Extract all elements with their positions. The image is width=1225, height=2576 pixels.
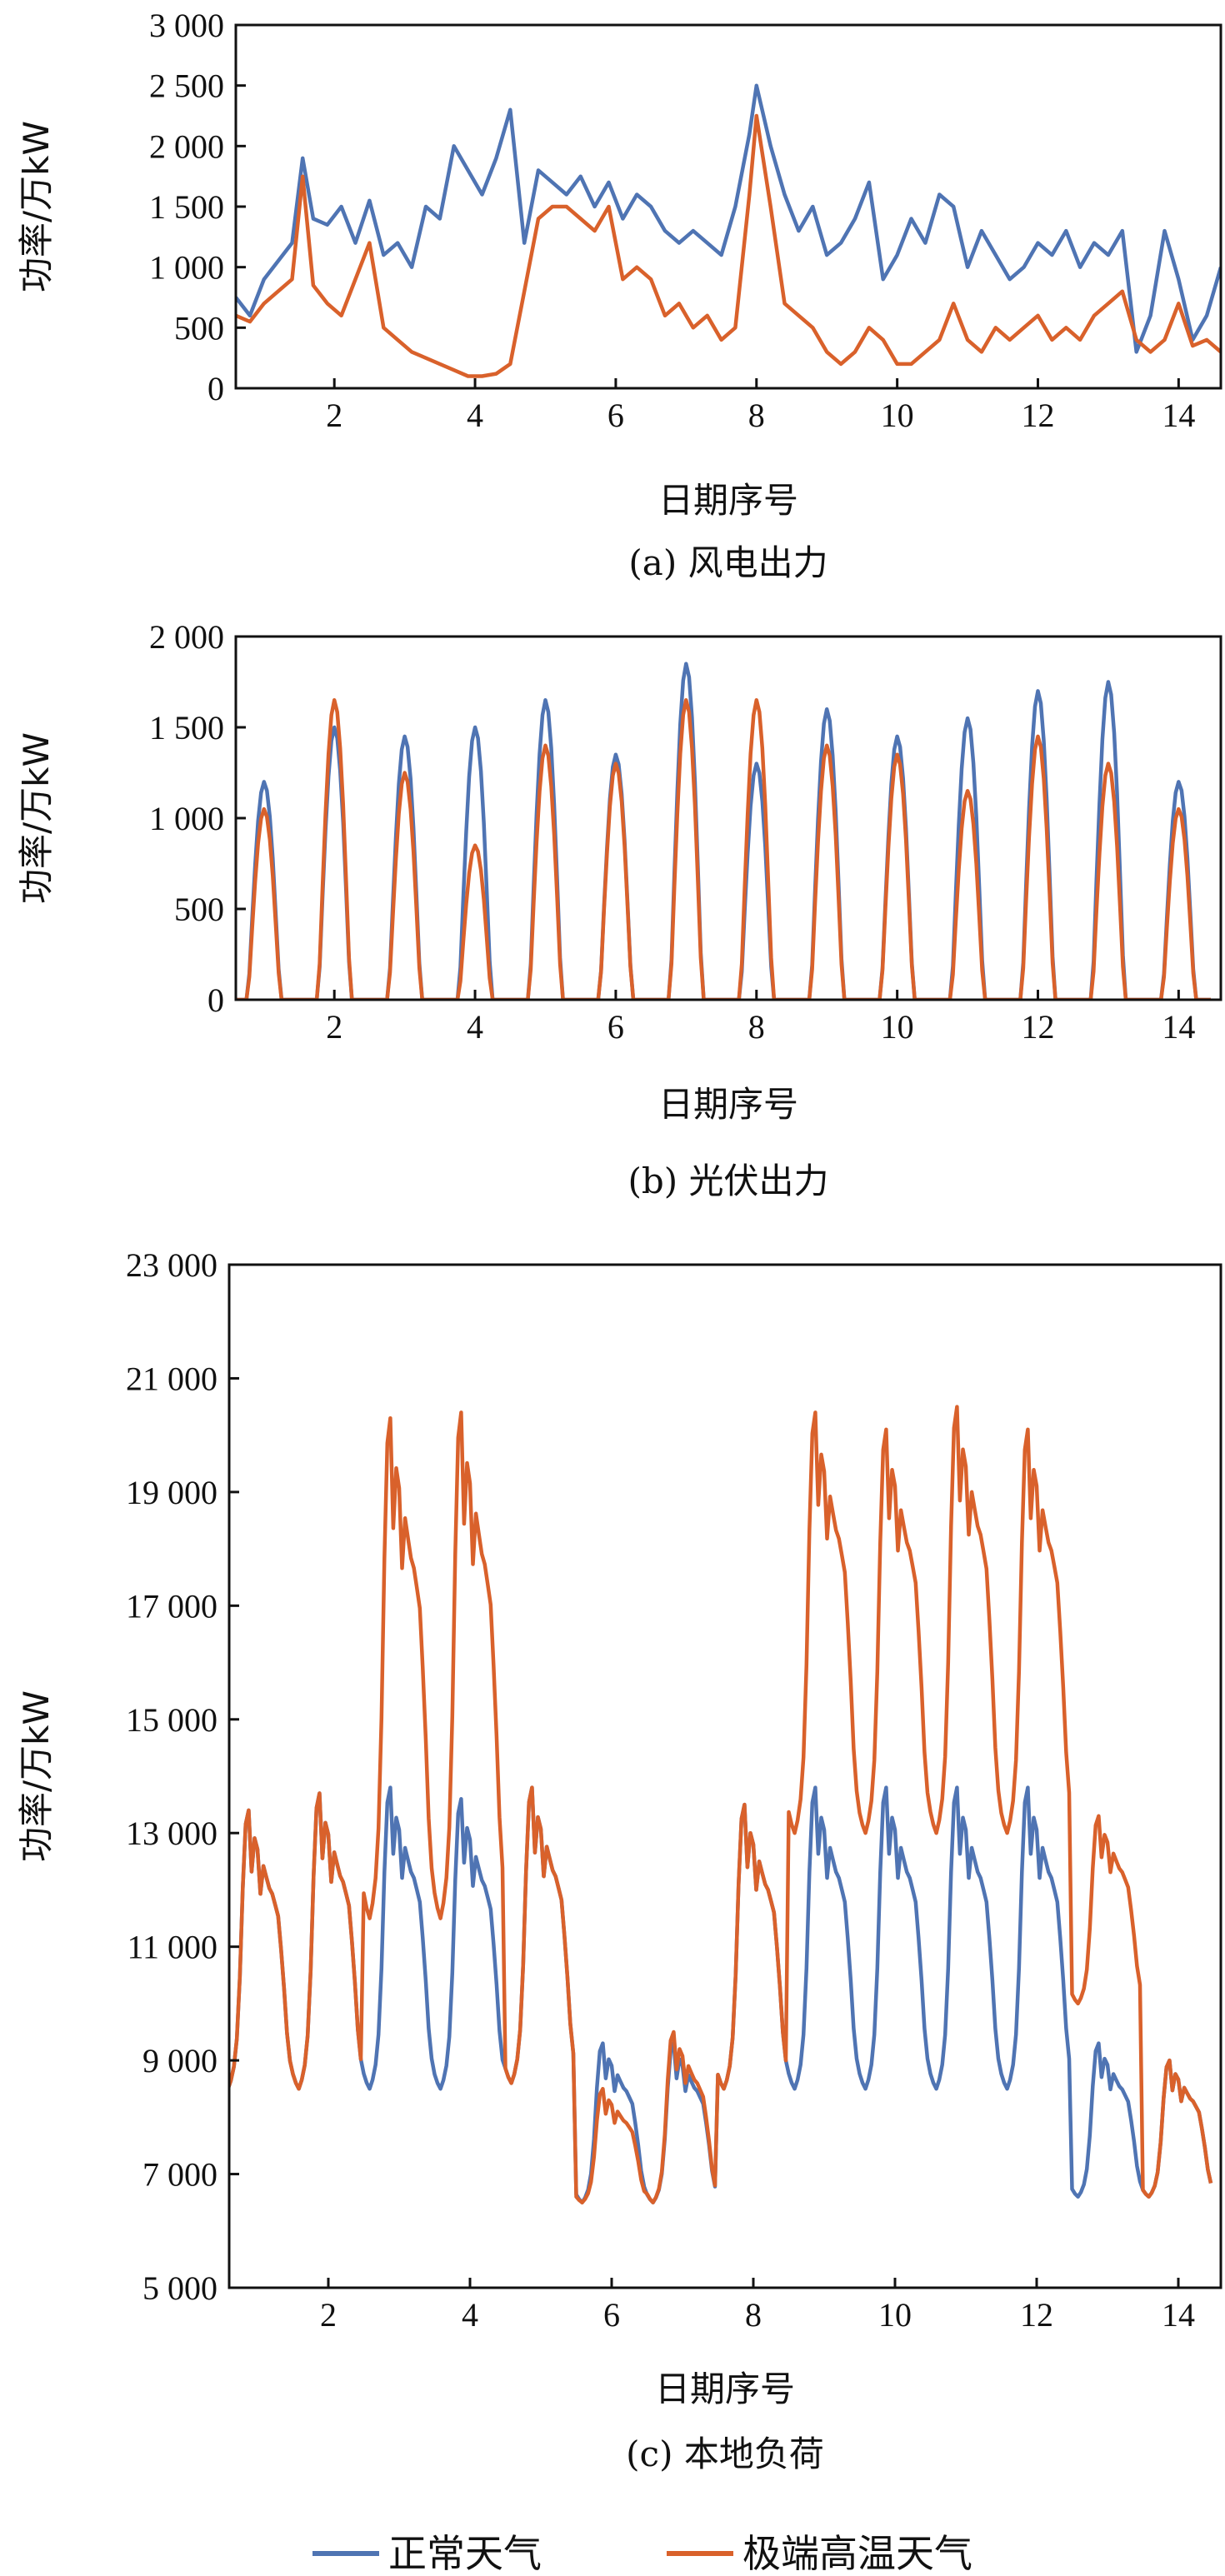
- y-tick-label: 500: [174, 891, 224, 928]
- y-tick-label: 0: [208, 981, 224, 1019]
- x-tick-label: 4: [467, 1008, 483, 1046]
- y-tick-label: 13 000: [126, 1815, 218, 1852]
- x-tick-label: 8: [745, 2296, 762, 2334]
- x-tick-label: 2: [326, 397, 342, 434]
- x-tick-label: 14: [1162, 397, 1195, 434]
- y-tick-label: 1 000: [149, 800, 224, 837]
- y-tick-label: 1 000: [149, 249, 224, 287]
- chart-panel-2: 0 500 1 000 1 500 2 000 2 4 6 8 10 12 14 功率/万kW 日期序号 (…: [16, 618, 1222, 1201]
- x-tick-label: 6: [608, 397, 624, 434]
- x-tick-label: 12: [1020, 2296, 1053, 2334]
- y-tick-label: 7 000: [142, 2156, 218, 2194]
- y-tick-label: 0: [208, 370, 224, 407]
- panel-caption: (c) 本地负荷: [626, 2434, 824, 2474]
- y-tick-label: 2 500: [149, 67, 224, 105]
- chart-panel-1: 0 500 1 000 1 500 2 000 2 500 3 000 2 4 6 8 10 12 14 功…: [16, 7, 1222, 583]
- series-line-extreme: [236, 698, 1211, 1000]
- y-tick-label: 5 000: [142, 2269, 218, 2307]
- x-tick-label: 12: [1021, 1008, 1054, 1046]
- x-axis-label: 日期序号: [655, 2369, 795, 2409]
- y-tick-label: 15 000: [126, 1701, 218, 1739]
- legend-label-normal: 正常天气: [388, 2531, 542, 2576]
- x-tick-label: 14: [1162, 1008, 1195, 1046]
- x-axis-label: 日期序号: [658, 480, 798, 521]
- y-tick-label: 1 500: [149, 188, 224, 226]
- series-line-normal: [236, 83, 1221, 354]
- x-tick-label: 4: [467, 397, 483, 434]
- chart-panels: 0 500 1 000 1 500 2 000 2 500 3 000 2 4 6 8 10 12 14 功…: [16, 7, 1222, 2474]
- x-tick-label: 4: [462, 2296, 478, 2334]
- y-tick-label: 17 000: [126, 1587, 218, 1625]
- x-tick-label: 8: [748, 397, 765, 434]
- x-tick-label: 6: [603, 2296, 620, 2334]
- x-tick-label: 10: [881, 1008, 914, 1046]
- y-tick-label: 11 000: [127, 1929, 218, 1966]
- x-tick-label: 2: [320, 2296, 337, 2334]
- y-tick-label: 21 000: [126, 1360, 218, 1397]
- x-tick-label: 14: [1162, 2296, 1195, 2334]
- y-axis-label: 功率/万kW: [16, 732, 57, 904]
- y-tick-label: 23 000: [126, 1246, 218, 1284]
- plot-frame: [228, 1263, 1222, 2289]
- y-tick-label: 500: [174, 309, 224, 347]
- x-tick-label: 6: [608, 1008, 624, 1046]
- x-tick-label: 8: [748, 1008, 765, 1046]
- x-tick-label: 2: [326, 1008, 342, 1046]
- x-tick-label: 10: [881, 397, 914, 434]
- legend: 正常天气 极端高温天气: [312, 2531, 972, 2576]
- y-tick-label: 2 000: [149, 618, 224, 656]
- x-axis-label: 日期序号: [658, 1084, 798, 1125]
- x-tick-label: 10: [878, 2296, 912, 2334]
- y-tick-label: 3 000: [149, 7, 224, 44]
- y-tick-label: 9 000: [142, 2042, 218, 2079]
- plot-frame: [234, 635, 1222, 1001]
- series-line-normal: [236, 661, 1211, 1000]
- panel-caption: (a) 风电出力: [628, 542, 828, 583]
- x-tick-label: 12: [1021, 397, 1054, 434]
- panel-caption: (b) 光伏出力: [628, 1161, 828, 1201]
- y-tick-label: 1 500: [149, 709, 224, 746]
- y-tick-label: 2 000: [149, 127, 224, 165]
- legend-label-extreme: 极端高温天气: [742, 2531, 972, 2576]
- series-line-extreme: [236, 113, 1221, 378]
- y-axis-label: 功率/万kW: [16, 121, 57, 292]
- y-tick-label: 19 000: [126, 1474, 218, 1511]
- chart-panel-3: 5 000 7 000 9 000 11 000 13 000 15 000 17 000 1…: [16, 1246, 1222, 2474]
- series-line-extreme: [229, 1405, 1213, 2204]
- y-axis-label: 功率/万kW: [16, 1690, 57, 1862]
